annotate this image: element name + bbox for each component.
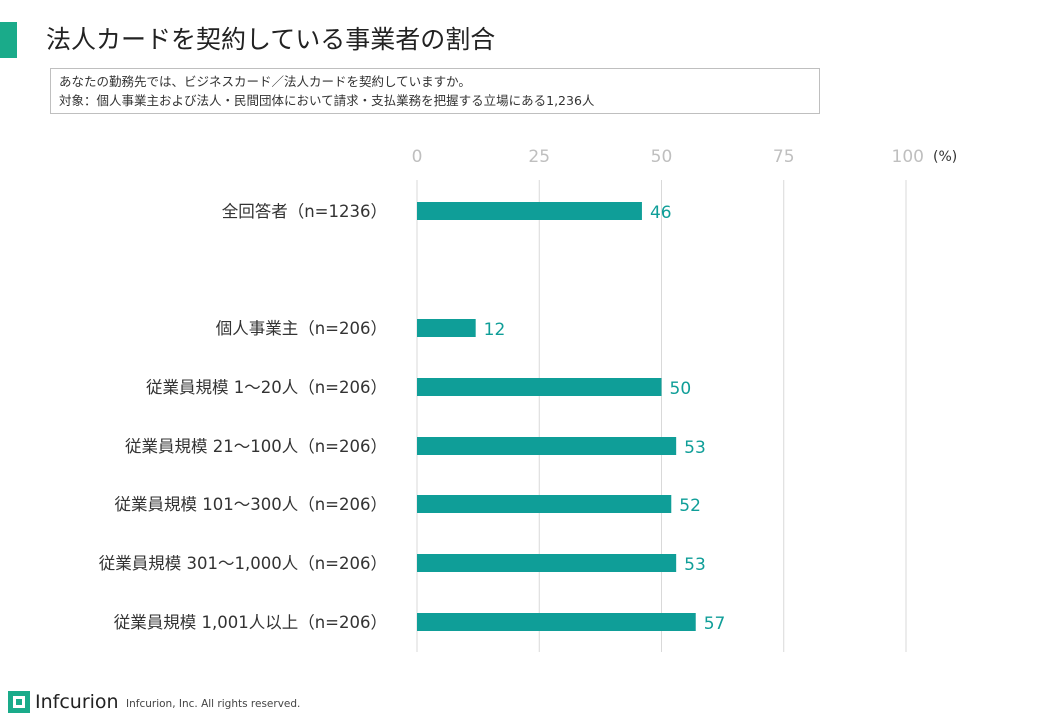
bar: [417, 495, 672, 513]
title-accent-bar: [0, 22, 17, 58]
brand-name: Infcurion: [35, 691, 119, 713]
x-tick-label: 100: [892, 147, 924, 167]
data-label: 12: [484, 320, 506, 340]
x-tick-label: 75: [773, 147, 795, 167]
bar: [417, 319, 476, 337]
bar: [417, 202, 642, 220]
x-tick-label: 25: [528, 147, 550, 167]
bar: [417, 613, 696, 631]
page-title: 法人カードを契約している事業者の割合: [46, 25, 496, 54]
x-tick-label: 0: [412, 147, 423, 167]
x-unit-label: (%): [933, 149, 957, 165]
survey-question-text: あなたの勤務先では、ビジネスカード／法人カードを契約していますか。: [59, 74, 471, 89]
data-label: 46: [650, 203, 672, 223]
data-label: 52: [679, 496, 701, 516]
data-label: 53: [684, 438, 706, 458]
x-tick-label: 50: [651, 147, 673, 167]
bar: [417, 554, 677, 572]
data-label: 53: [684, 555, 706, 575]
category-label: 従業員規模 21～100人（n=206）: [125, 437, 387, 456]
survey-target-text: 対象：個人事業主および法人・民間団体において請求・支払業務を把握する立場にある1…: [59, 93, 595, 108]
category-label: 全回答者（n=1236）: [222, 202, 387, 221]
category-label: 従業員規模 101～300人（n=206）: [114, 495, 387, 514]
copyright-text: Infcurion, Inc. All rights reserved.: [126, 698, 301, 710]
category-label: 従業員規模 1～20人（n=206）: [146, 378, 387, 397]
infcurion-logo-icon: [8, 691, 30, 713]
bar: [417, 378, 662, 396]
category-label: 従業員規模 301～1,000人（n=206）: [99, 554, 387, 573]
survey-question-box: あなたの勤務先では、ビジネスカード／法人カードを契約していますか。 対象：個人事…: [50, 68, 820, 114]
bar: [417, 437, 677, 455]
category-label: 個人事業主（n=206）: [216, 319, 387, 338]
data-label: 50: [670, 379, 692, 399]
data-label: 57: [704, 614, 726, 634]
category-label: 従業員規模 1,001人以上（n=206）: [114, 613, 387, 632]
